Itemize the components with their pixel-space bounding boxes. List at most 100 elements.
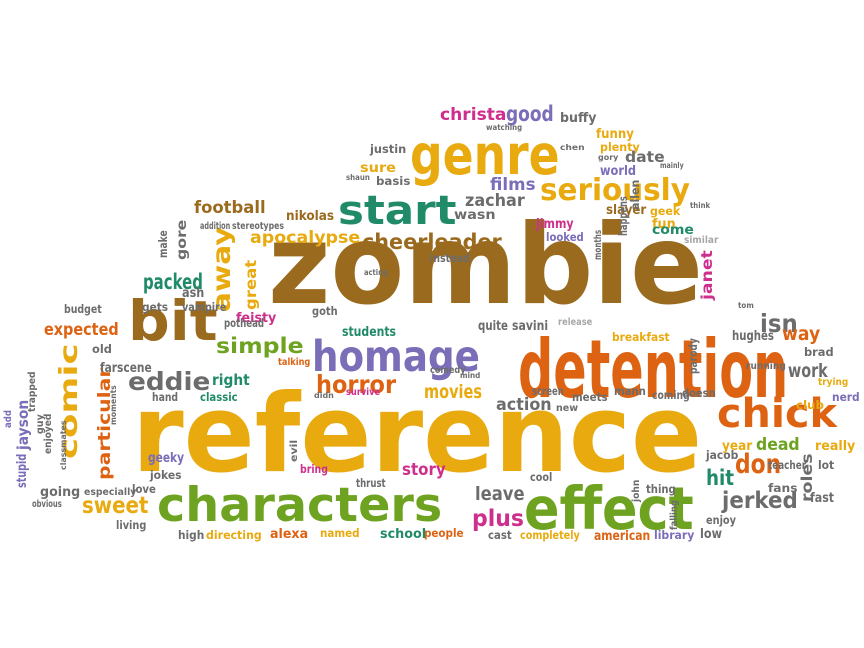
word-meets: meets — [572, 390, 608, 404]
word-instead: instead — [430, 251, 470, 265]
word-think: think — [690, 201, 711, 210]
word-feisty: feisty — [236, 311, 277, 326]
word-completely: completely — [520, 528, 580, 542]
word-fans: fans — [768, 481, 798, 495]
word-club: club — [796, 398, 824, 412]
word-stereotypes: stereotypes — [232, 221, 284, 232]
word-jokes: jokes — [150, 468, 182, 482]
word-high: high — [178, 528, 205, 542]
word-reference: reference — [132, 370, 703, 497]
word-evil: evil — [289, 439, 300, 462]
word-savini: savini — [512, 319, 549, 334]
word-old: old — [92, 342, 112, 356]
word-months: months — [593, 229, 604, 260]
word-classic: classic — [200, 390, 238, 404]
word-directing: directing — [206, 528, 262, 542]
word-similar: similar — [684, 235, 719, 246]
word-way: way — [782, 323, 821, 345]
word-obvious: obvious — [32, 499, 62, 510]
word-janet: janet — [698, 250, 716, 300]
word-students: students — [342, 325, 397, 340]
word-work: work — [788, 360, 828, 382]
word-come: come — [652, 223, 694, 238]
word-love: love — [132, 482, 156, 496]
word-apocalypse: apocalypse — [250, 228, 361, 248]
word-detention: detention — [518, 323, 789, 416]
word-especially: especially — [84, 487, 137, 498]
word-allen: allen — [628, 179, 642, 210]
word-screen: screen — [532, 384, 564, 398]
word-zachar: zachar — [465, 191, 525, 211]
word-fast: fast — [810, 491, 835, 506]
word-ash: ash — [182, 286, 205, 301]
word-new: new — [556, 403, 578, 414]
word-leave: leave — [475, 483, 525, 505]
word-cool: cool — [530, 470, 553, 484]
word-american: american — [594, 529, 651, 544]
word-make: make — [156, 230, 170, 258]
word-shaun: shaun — [346, 173, 370, 182]
word-slayer: slayer — [606, 203, 647, 218]
word-survive: survive — [346, 387, 381, 398]
word-trying: trying — [818, 377, 849, 388]
word-packed: packed — [143, 270, 203, 294]
word-doesn: doesn — [682, 386, 716, 400]
word-add: add — [3, 409, 14, 428]
word-plus: plus — [472, 506, 524, 532]
word-dead: dead — [756, 435, 800, 455]
word-addition: addition — [200, 221, 231, 232]
word-gore: gore — [175, 219, 190, 260]
word-horror: horror — [316, 370, 397, 399]
word-world: world — [600, 164, 637, 179]
word-people: people — [424, 526, 464, 540]
word-chen: chen — [560, 143, 585, 152]
word-buffy: buffy — [560, 111, 597, 126]
word-sure: sure — [360, 161, 396, 176]
word-films: films — [490, 175, 536, 195]
word-pothead: pothead — [224, 316, 265, 330]
word-classmates: classmates — [59, 420, 68, 470]
word-great: great — [242, 259, 260, 310]
word-genre: genre — [410, 123, 560, 187]
word-justin: justin — [370, 142, 407, 156]
word-homage: homage — [312, 332, 480, 382]
word-hand: hand — [152, 390, 179, 404]
word-mann: mann — [614, 384, 646, 398]
word-didn: didn — [314, 391, 334, 400]
word-stupid: stupid — [15, 453, 30, 488]
word-action: action — [496, 395, 552, 415]
word-good: good — [506, 102, 554, 126]
word-quite: quite — [478, 319, 508, 334]
word-jacob: jacob — [706, 448, 739, 462]
word-football: football — [194, 198, 266, 218]
word-watching: watching — [486, 123, 523, 132]
word-enjoy: enjoy — [706, 513, 736, 527]
word-simple: simple — [216, 334, 304, 358]
word-gory: gory — [598, 153, 619, 162]
word-wasn: wasn — [454, 208, 496, 223]
word-named: named — [320, 526, 360, 540]
word-breakfast: breakfast — [612, 330, 670, 344]
word-cheerleader: cheerleader — [362, 230, 502, 254]
word-thing: thing — [646, 482, 676, 496]
word-going: going — [40, 485, 81, 500]
word-cast: cast — [488, 528, 512, 542]
word-plenty: plenty — [600, 140, 640, 154]
word-fun: fun — [652, 217, 676, 232]
word-brad: brad — [804, 345, 834, 359]
word-don: don — [735, 449, 782, 480]
word-movies: movies — [424, 381, 482, 403]
word-talking: talking — [278, 357, 311, 368]
word-expected: expected — [44, 320, 119, 340]
word-sweet: sweet — [82, 493, 149, 519]
word-falling: falling — [669, 500, 680, 530]
word-date: date — [625, 148, 665, 166]
word-start: start — [338, 188, 457, 234]
word-bit: bit — [128, 289, 218, 353]
word-trapped: trapped — [27, 371, 38, 412]
word-low: low — [700, 527, 722, 542]
word-lot: lot — [818, 458, 835, 472]
word-goth: goth — [312, 304, 338, 318]
word-parody: parody — [686, 338, 700, 374]
